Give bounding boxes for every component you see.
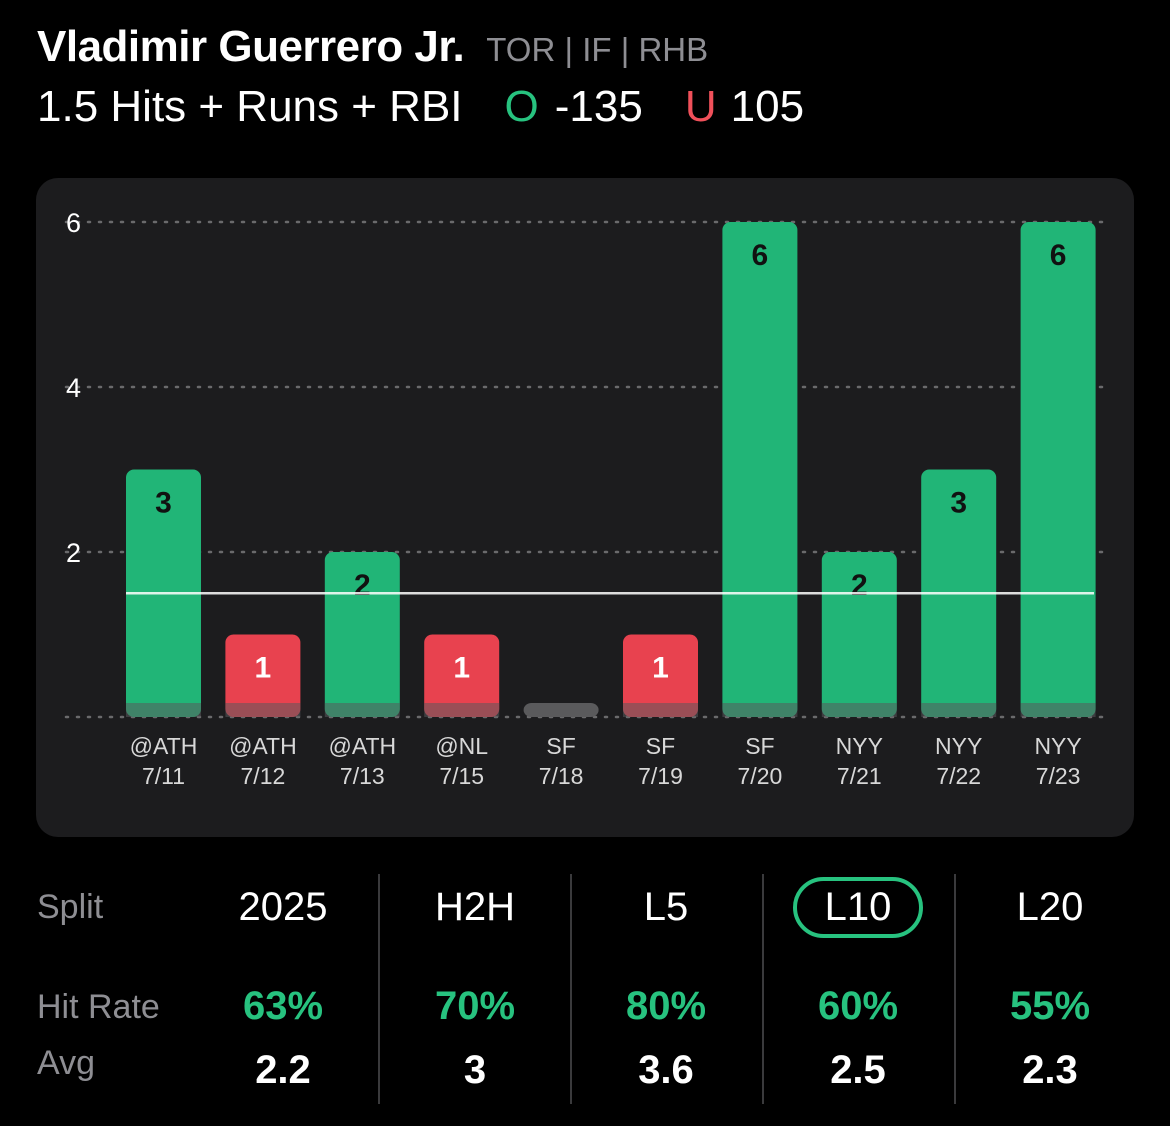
split-hit-rate: 70% bbox=[434, 984, 516, 1028]
split-avg: 3 bbox=[463, 1048, 487, 1092]
split-header[interactable]: L20 bbox=[954, 885, 1146, 930]
bar-value-label: 3 bbox=[950, 487, 967, 520]
x-tick-date: 7/12 bbox=[241, 763, 286, 789]
split-column[interactable]: L5 80% 3.6 bbox=[570, 858, 762, 1126]
bar-value-label: 6 bbox=[1050, 239, 1067, 272]
split-header[interactable]: H2H bbox=[379, 885, 571, 930]
under-symbol: U bbox=[684, 82, 717, 131]
y-tick-label: 2 bbox=[66, 538, 81, 568]
bar-base bbox=[921, 703, 997, 717]
x-tick-opponent: SF bbox=[546, 733, 575, 759]
bar-value-label: 6 bbox=[752, 239, 769, 272]
x-tick-opponent: NYY bbox=[935, 733, 982, 759]
split-row-label: Split bbox=[37, 888, 104, 926]
bar-base bbox=[1020, 703, 1096, 717]
split-avg: 3.6 bbox=[638, 1048, 694, 1092]
prop-row: 1.5 Hits + Runs + RBI O -135 U 105 bbox=[37, 82, 804, 132]
y-tick-label: 6 bbox=[66, 208, 81, 238]
column-divider bbox=[954, 874, 956, 1104]
bar-chart: 2 4 6 3 @ATH 7/11 1 @ATH 7/12 2 @ATH 7/13 1 @NL 7/15 SF… bbox=[64, 208, 1106, 789]
bar-base bbox=[126, 703, 201, 717]
bar bbox=[225, 634, 301, 717]
over-symbol: O bbox=[504, 82, 539, 131]
bar bbox=[722, 222, 798, 717]
split-avg: 2.2 bbox=[255, 1048, 311, 1092]
x-tick-date: 7/21 bbox=[837, 763, 882, 789]
bar-base bbox=[225, 703, 301, 717]
x-tick-date: 7/23 bbox=[1036, 763, 1081, 789]
chart-card: 2 4 6 3 @ATH 7/11 1 @ATH 7/12 2 @ATH 7/13 1 @NL 7/15 SF… bbox=[36, 178, 1134, 837]
column-divider bbox=[378, 874, 380, 1104]
bar-base bbox=[722, 703, 798, 717]
player-name: Vladimir Guerrero Jr. bbox=[37, 22, 465, 71]
bar-value-label: 3 bbox=[155, 487, 172, 520]
x-tick-opponent: SF bbox=[745, 733, 774, 759]
split-name: H2H bbox=[434, 885, 516, 929]
player-name-row: Vladimir Guerrero Jr. TOR | IF | RHB bbox=[37, 22, 804, 72]
bar bbox=[623, 634, 698, 717]
bar bbox=[523, 703, 599, 717]
x-tick-date: 7/20 bbox=[738, 763, 783, 789]
bar-value-label: 2 bbox=[851, 569, 868, 602]
splits-table: Split Hit Rate Avg 2025 63% 2.2 H2H 70% 3 L5 80… bbox=[0, 858, 1170, 1126]
bar-base bbox=[324, 703, 400, 717]
split-hit-rate: 55% bbox=[1009, 984, 1091, 1028]
split-avg: 2.3 bbox=[1022, 1048, 1078, 1092]
x-tick-date: 7/22 bbox=[936, 763, 981, 789]
x-tick-opponent: SF bbox=[646, 733, 675, 759]
split-name: L5 bbox=[643, 885, 689, 929]
player-meta: TOR | IF | RHB bbox=[486, 31, 709, 68]
x-tick-opponent: @ATH bbox=[328, 733, 396, 759]
split-name: L10 bbox=[792, 877, 924, 938]
split-header[interactable]: 2025 bbox=[187, 885, 379, 930]
column-divider bbox=[570, 874, 572, 1104]
avg-row-label: Avg bbox=[37, 1044, 95, 1082]
bar-value-label: 1 bbox=[453, 652, 470, 685]
column-divider bbox=[762, 874, 764, 1104]
y-tick-label: 4 bbox=[66, 373, 81, 403]
bar-base bbox=[821, 703, 897, 717]
bar-value-label: 2 bbox=[354, 569, 371, 602]
x-tick-opponent: NYY bbox=[836, 733, 883, 759]
x-tick-opponent: @ATH bbox=[229, 733, 297, 759]
prop-label: 1.5 Hits + Runs + RBI bbox=[37, 82, 463, 131]
x-tick-date: 7/11 bbox=[142, 763, 185, 789]
x-tick-opponent: NYY bbox=[1034, 733, 1081, 759]
split-column[interactable]: H2H 70% 3 bbox=[379, 858, 571, 1126]
split-column[interactable]: L20 55% 2.3 bbox=[954, 858, 1146, 1126]
x-tick-date: 7/15 bbox=[439, 763, 484, 789]
split-avg: 2.5 bbox=[830, 1048, 886, 1092]
over-odds[interactable]: -135 bbox=[554, 82, 643, 131]
split-hit-rate: 60% bbox=[817, 984, 899, 1028]
x-tick-date: 7/13 bbox=[340, 763, 385, 789]
x-tick-date: 7/19 bbox=[638, 763, 683, 789]
split-header[interactable]: L10 bbox=[762, 877, 954, 938]
split-header[interactable]: L5 bbox=[570, 885, 762, 930]
under-odds[interactable]: 105 bbox=[730, 82, 805, 131]
bar bbox=[424, 634, 500, 717]
split-hit-rate: 63% bbox=[242, 984, 324, 1028]
bar-value-label: 1 bbox=[652, 652, 669, 685]
split-column[interactable]: L10 60% 2.5 bbox=[762, 858, 954, 1126]
bar-base bbox=[623, 703, 698, 717]
hit-rate-row-label: Hit Rate bbox=[37, 988, 160, 1026]
x-tick-opponent: @NL bbox=[435, 733, 488, 759]
header: Vladimir Guerrero Jr. TOR | IF | RHB 1.5… bbox=[37, 22, 804, 132]
x-tick-opponent: @ATH bbox=[130, 733, 198, 759]
bar bbox=[1020, 222, 1096, 717]
split-name: 2025 bbox=[238, 885, 328, 929]
split-hit-rate: 80% bbox=[625, 984, 707, 1028]
x-tick-date: 7/18 bbox=[539, 763, 584, 789]
split-name: L20 bbox=[1016, 885, 1084, 929]
bar-value-label: 1 bbox=[255, 652, 272, 685]
bar-base bbox=[424, 703, 500, 717]
split-column[interactable]: 2025 63% 2.2 bbox=[187, 858, 379, 1126]
